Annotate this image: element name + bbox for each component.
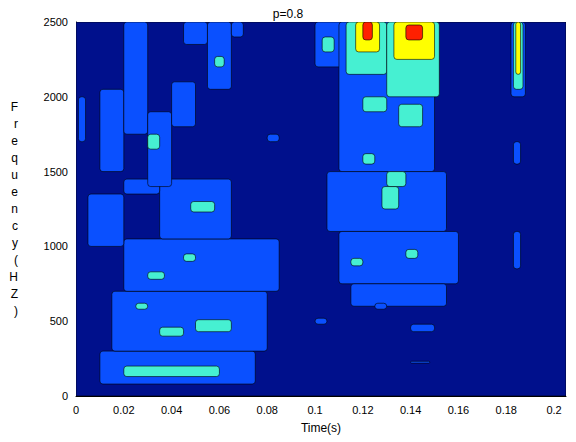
svg-text:p=0.8: p=0.8 bbox=[273, 7, 304, 21]
svg-text:q: q bbox=[11, 151, 18, 165]
svg-text:n: n bbox=[11, 202, 18, 216]
svg-text:H: H bbox=[9, 270, 18, 284]
svg-text:1500: 1500 bbox=[44, 166, 68, 178]
svg-text:2500: 2500 bbox=[44, 16, 68, 28]
svg-text:Time(s): Time(s) bbox=[301, 421, 341, 435]
svg-text:Z: Z bbox=[11, 287, 18, 301]
svg-text:500: 500 bbox=[50, 315, 68, 327]
svg-text:0.16: 0.16 bbox=[448, 404, 469, 416]
svg-text:F: F bbox=[11, 100, 18, 114]
svg-text:e: e bbox=[11, 185, 18, 199]
svg-text:): ) bbox=[14, 304, 18, 318]
svg-text:0.14: 0.14 bbox=[400, 404, 421, 416]
svg-text:0: 0 bbox=[62, 390, 68, 402]
svg-text:1000: 1000 bbox=[44, 240, 68, 252]
svg-text:r: r bbox=[14, 117, 18, 131]
svg-text:2000: 2000 bbox=[44, 91, 68, 103]
svg-text:e: e bbox=[11, 134, 18, 148]
svg-text:0.2: 0.2 bbox=[546, 404, 561, 416]
svg-text:0.12: 0.12 bbox=[352, 404, 373, 416]
svg-text:0: 0 bbox=[73, 404, 79, 416]
svg-text:0.04: 0.04 bbox=[161, 404, 182, 416]
svg-text:0.08: 0.08 bbox=[257, 404, 278, 416]
svg-text:y: y bbox=[12, 236, 18, 250]
svg-text:u: u bbox=[11, 168, 18, 182]
svg-text:(: ( bbox=[14, 253, 18, 267]
svg-text:c: c bbox=[12, 219, 18, 233]
svg-text:0.18: 0.18 bbox=[496, 404, 517, 416]
svg-text:0.06: 0.06 bbox=[209, 404, 230, 416]
svg-text:0.1: 0.1 bbox=[307, 404, 322, 416]
svg-text:0.02: 0.02 bbox=[113, 404, 134, 416]
